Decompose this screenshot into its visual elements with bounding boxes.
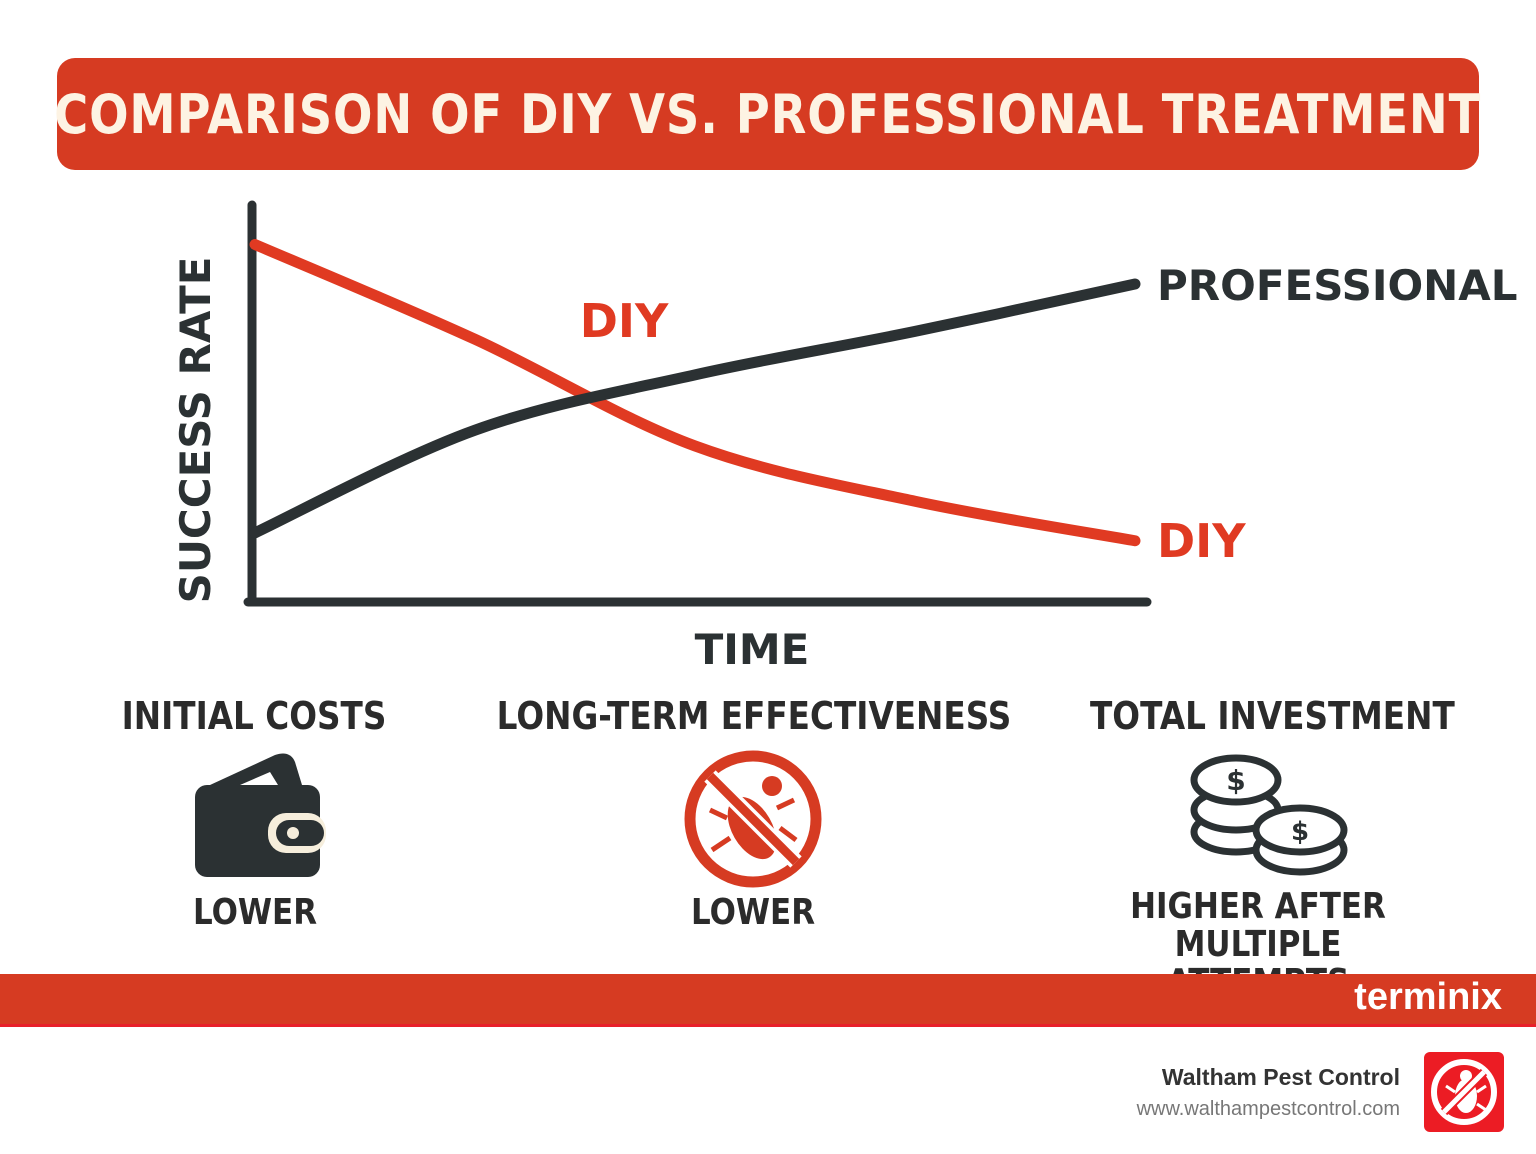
title-banner: COMPARISON OF DIY VS. PROFESSIONAL TREAT… [54, 58, 1482, 170]
series-label-professional: PROFESSIONAL [1157, 261, 1518, 310]
x-axis-label: TIME [695, 625, 810, 674]
brand-logo-text: terminix [1354, 976, 1502, 1018]
diy-mid-annotation: DIY [580, 294, 669, 348]
category-total-investment: TOTAL INVESTMENT [1090, 694, 1455, 738]
line-chart: DIY PROFESSIONAL SUCCESS RATE TIME DIY [171, 200, 1518, 674]
footer-bar [0, 974, 1536, 1027]
wallet-icon [195, 753, 326, 877]
svg-text:$: $ [1226, 764, 1245, 797]
initial-costs-value: LOWER [192, 892, 318, 933]
company-name: Waltham Pest Control [1161, 1064, 1400, 1090]
series-line-diy [249, 239, 1141, 547]
page-title: COMPARISON OF DIY VS. PROFESSIONAL TREAT… [54, 82, 1482, 146]
company-url[interactable]: www.walthampestcontrol.com [1136, 1098, 1400, 1120]
company-logo-icon [1424, 1052, 1504, 1132]
no-bug-icon [684, 750, 822, 888]
category-initial-costs: INITIAL COSTS [121, 694, 387, 738]
coins-icon: $ $ [1190, 754, 1348, 876]
series-label-diy: DIY [1157, 514, 1246, 568]
long-term-effectiveness-value: LOWER [690, 892, 816, 933]
total-investment-value-line1: HIGHER AFTER [1130, 886, 1386, 927]
category-long-term-effectiveness: LONG-TERM EFFECTIVENESS [496, 694, 1012, 738]
svg-text:$: $ [1291, 817, 1309, 847]
series-line-professional [249, 278, 1141, 539]
y-axis-label: SUCCESS RATE [171, 257, 220, 604]
